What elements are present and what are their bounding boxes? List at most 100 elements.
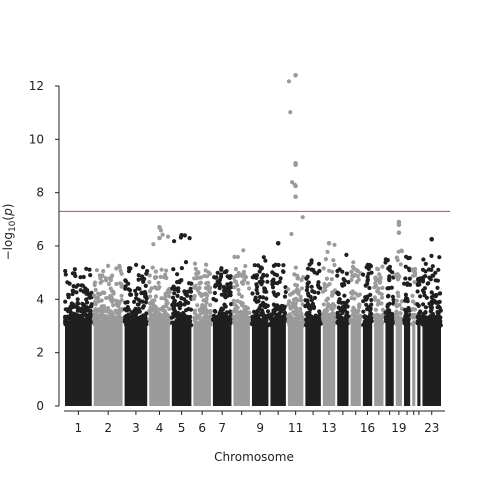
data-point — [234, 309, 239, 314]
data-point — [351, 260, 356, 265]
data-point — [420, 279, 426, 284]
data-point — [96, 321, 102, 326]
data-point — [89, 304, 94, 309]
data-point — [423, 317, 428, 322]
x-tick-label: 1 — [75, 421, 83, 435]
data-point — [404, 254, 409, 259]
data-point — [68, 314, 73, 319]
data-point — [369, 302, 374, 307]
data-point — [410, 293, 415, 298]
data-point — [159, 267, 164, 272]
data-point — [240, 301, 245, 306]
data-point — [331, 258, 336, 263]
data-point — [361, 322, 366, 327]
data-point — [147, 280, 152, 285]
data-point — [316, 290, 321, 295]
data-point — [312, 295, 317, 300]
data-point — [337, 298, 342, 303]
data-point — [383, 314, 388, 320]
notable-point — [157, 225, 162, 230]
data-point — [426, 320, 431, 325]
data-point — [310, 301, 315, 307]
data-point — [147, 301, 152, 306]
data-point — [86, 314, 92, 319]
data-point — [369, 297, 374, 303]
data-point — [235, 283, 240, 288]
data-point — [232, 254, 237, 259]
data-point — [394, 302, 399, 307]
data-point — [153, 304, 158, 309]
data-point — [207, 318, 212, 323]
data-point — [380, 264, 385, 269]
data-point — [129, 319, 134, 324]
data-point — [70, 291, 75, 297]
data-point — [164, 268, 169, 273]
data-point — [187, 281, 192, 286]
data-point — [98, 280, 103, 285]
data-point — [435, 285, 440, 290]
data-point — [177, 280, 182, 285]
y-tick-label: 2 — [36, 346, 44, 360]
data-point — [176, 310, 181, 316]
data-point — [385, 294, 391, 299]
data-point — [171, 301, 176, 306]
data-point — [237, 291, 242, 297]
data-point — [119, 284, 124, 289]
data-point — [75, 313, 81, 318]
data-point — [349, 290, 354, 295]
data-point — [349, 277, 354, 282]
data-point — [191, 296, 196, 301]
data-point — [64, 314, 69, 319]
data-point — [261, 313, 266, 319]
data-point — [162, 309, 168, 314]
data-point — [244, 311, 249, 316]
data-point — [320, 314, 325, 319]
data-point — [377, 280, 382, 285]
x-tick-label: 5 — [178, 421, 186, 435]
data-point — [438, 308, 443, 313]
data-point — [394, 255, 399, 260]
data-point — [197, 320, 202, 325]
data-point — [344, 271, 349, 276]
data-point — [150, 265, 155, 270]
data-point — [312, 290, 317, 295]
data-point — [213, 282, 218, 288]
data-point — [329, 277, 334, 282]
data-point — [416, 319, 422, 324]
data-point — [433, 270, 438, 275]
data-point — [183, 291, 188, 296]
data-point — [236, 287, 241, 292]
data-point — [133, 316, 139, 321]
data-point — [63, 268, 68, 274]
data-point — [261, 255, 266, 260]
data-point — [295, 298, 300, 303]
data-point — [305, 266, 311, 271]
data-point — [96, 299, 101, 304]
data-point — [241, 248, 246, 253]
data-point — [342, 278, 347, 283]
data-point — [278, 276, 283, 281]
data-point — [305, 281, 310, 286]
data-point — [79, 283, 84, 288]
data-point — [375, 302, 380, 307]
data-point — [206, 284, 211, 289]
data-point — [244, 320, 249, 325]
data-point — [225, 293, 230, 298]
data-point — [187, 236, 192, 241]
data-point — [255, 291, 260, 296]
data-point — [144, 311, 149, 316]
data-point — [390, 294, 395, 299]
data-point — [374, 314, 379, 319]
data-point — [328, 313, 333, 318]
data-point — [433, 322, 438, 327]
data-point — [232, 279, 238, 284]
data-point — [98, 275, 103, 281]
data-point — [219, 267, 224, 272]
data-point — [78, 275, 83, 280]
data-point — [258, 322, 264, 327]
data-point — [375, 319, 380, 324]
data-point — [170, 295, 176, 300]
data-point — [110, 289, 115, 294]
data-point — [436, 267, 441, 272]
data-point — [164, 301, 169, 307]
